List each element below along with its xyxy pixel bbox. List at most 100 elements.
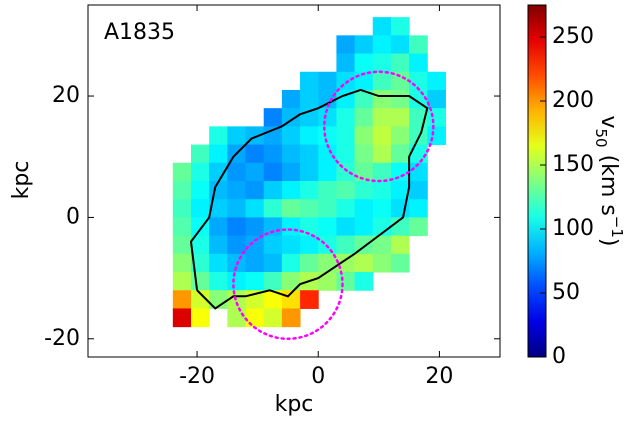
heatmap-cell: [390, 235, 410, 255]
heatmap-cell: [318, 162, 337, 182]
heatmap-cell: [427, 71, 446, 91]
heatmap-cell: [372, 89, 392, 109]
heatmap-cell: [209, 199, 228, 218]
heatmap-cell: [172, 162, 192, 182]
colorbar-label-part: ): [596, 238, 621, 247]
heatmap-cell: [227, 199, 247, 218]
x-tick-label: -20: [179, 364, 215, 389]
heatmap-cell: [227, 126, 247, 146]
annotation: A1835: [104, 20, 175, 45]
heatmap-cell: [281, 272, 301, 291]
heatmap-cell: [390, 89, 410, 109]
heatmap-cell: [245, 217, 265, 237]
colorbar-label: v50 (km s−1): [593, 115, 627, 246]
heatmap-cell: [336, 53, 356, 73]
heatmap-cell: [318, 108, 337, 127]
heatmap-cell: [245, 272, 265, 291]
heatmap-cell: [354, 89, 374, 109]
heatmap-cell: [318, 144, 337, 164]
heatmap-cell: [372, 126, 392, 146]
heatmap-cell: [336, 199, 356, 218]
heatmap-cell: [191, 162, 210, 182]
y-tick-label: -20: [44, 326, 80, 351]
y-tick-label: 0: [66, 204, 80, 229]
heatmap-cell: [300, 181, 319, 200]
heatmap-cell: [354, 144, 374, 164]
heatmap-cell: [281, 199, 301, 218]
colorbar-tick-label: 0: [552, 344, 566, 369]
heatmap-cell: [191, 308, 210, 328]
colorbar-label-part: v: [596, 115, 621, 128]
heatmap-cell: [245, 199, 265, 218]
heatmap-cell: [318, 199, 337, 218]
x-tick-label: 20: [425, 364, 453, 389]
heatmap-cell: [390, 17, 410, 36]
heatmap-cell: [300, 71, 319, 91]
heatmap-cell: [336, 126, 356, 146]
heatmap-cell: [336, 217, 356, 237]
heatmap-cell: [318, 181, 337, 200]
heatmap-cell: [281, 308, 301, 328]
heatmap-cell: [172, 217, 192, 237]
heatmap-cell: [390, 144, 410, 164]
heatmap-cell: [390, 181, 410, 200]
heatmap-cell: [427, 89, 446, 109]
heatmap-cell: [209, 217, 228, 237]
heatmap-cell: [281, 126, 301, 146]
heatmap-cell: [263, 181, 283, 200]
heatmap-cell: [390, 71, 410, 91]
x-axis-label: kpc: [275, 392, 314, 417]
heatmap-cell: [354, 181, 374, 200]
heatmap-cell: [372, 217, 392, 237]
heatmap-cell: [427, 126, 446, 146]
heatmap-cell: [409, 53, 428, 73]
heatmap-cell: [191, 199, 210, 218]
region-circle: [323, 70, 435, 183]
heatmap-cell: [409, 181, 428, 200]
heatmap-cell: [336, 235, 356, 255]
heatmap-cell: [191, 144, 210, 164]
heatmap-cell: [300, 253, 319, 273]
heatmap-cell: [172, 199, 192, 218]
heatmap-cell: [300, 89, 319, 109]
heatmap-cell: [390, 53, 410, 73]
heatmap-cell: [263, 144, 283, 164]
heatmap-cell: [372, 71, 392, 91]
heatmap-cell: [263, 308, 283, 328]
plot-frame: [87, 4, 501, 358]
heatmap-cell: [281, 89, 301, 109]
heatmap-cell: [300, 235, 319, 255]
heatmap-cell: [354, 199, 374, 218]
heatmap-cell: [172, 253, 192, 273]
heatmap-cell: [191, 272, 210, 291]
heatmap-cell: [409, 199, 428, 218]
heatmap-cell: [300, 126, 319, 146]
y-tick-label: 20: [52, 83, 80, 108]
heatmap-cell: [209, 126, 228, 146]
heatmap-cell: [354, 35, 374, 55]
heatmap-cell: [263, 290, 283, 309]
heatmap-cell: [209, 253, 228, 273]
heatmap-cell: [209, 144, 228, 164]
heatmap-cell: [336, 71, 356, 91]
colorbar-tick-label: 150: [552, 152, 594, 177]
heatmap-cell: [372, 53, 392, 73]
heatmap-cell: [354, 162, 374, 182]
heatmap-cell: [281, 162, 301, 182]
heatmap-cell: [300, 217, 319, 237]
heatmap-cell: [390, 35, 410, 55]
heatmap-cell: [300, 199, 319, 218]
heatmap-cell: [227, 162, 247, 182]
heatmap-cell: [281, 235, 301, 255]
heatmap-cell: [245, 181, 265, 200]
heatmap-cell: [354, 217, 374, 237]
heatmap-cell: [172, 308, 192, 328]
heatmap-cell: [227, 308, 247, 328]
heatmap-cell: [409, 35, 428, 55]
heatmap-cell: [281, 217, 301, 237]
colorbar-tick-label: 250: [552, 24, 594, 49]
heatmap-cell: [372, 253, 392, 273]
heatmap-cell: [191, 235, 210, 255]
heatmap-cell: [191, 181, 210, 200]
